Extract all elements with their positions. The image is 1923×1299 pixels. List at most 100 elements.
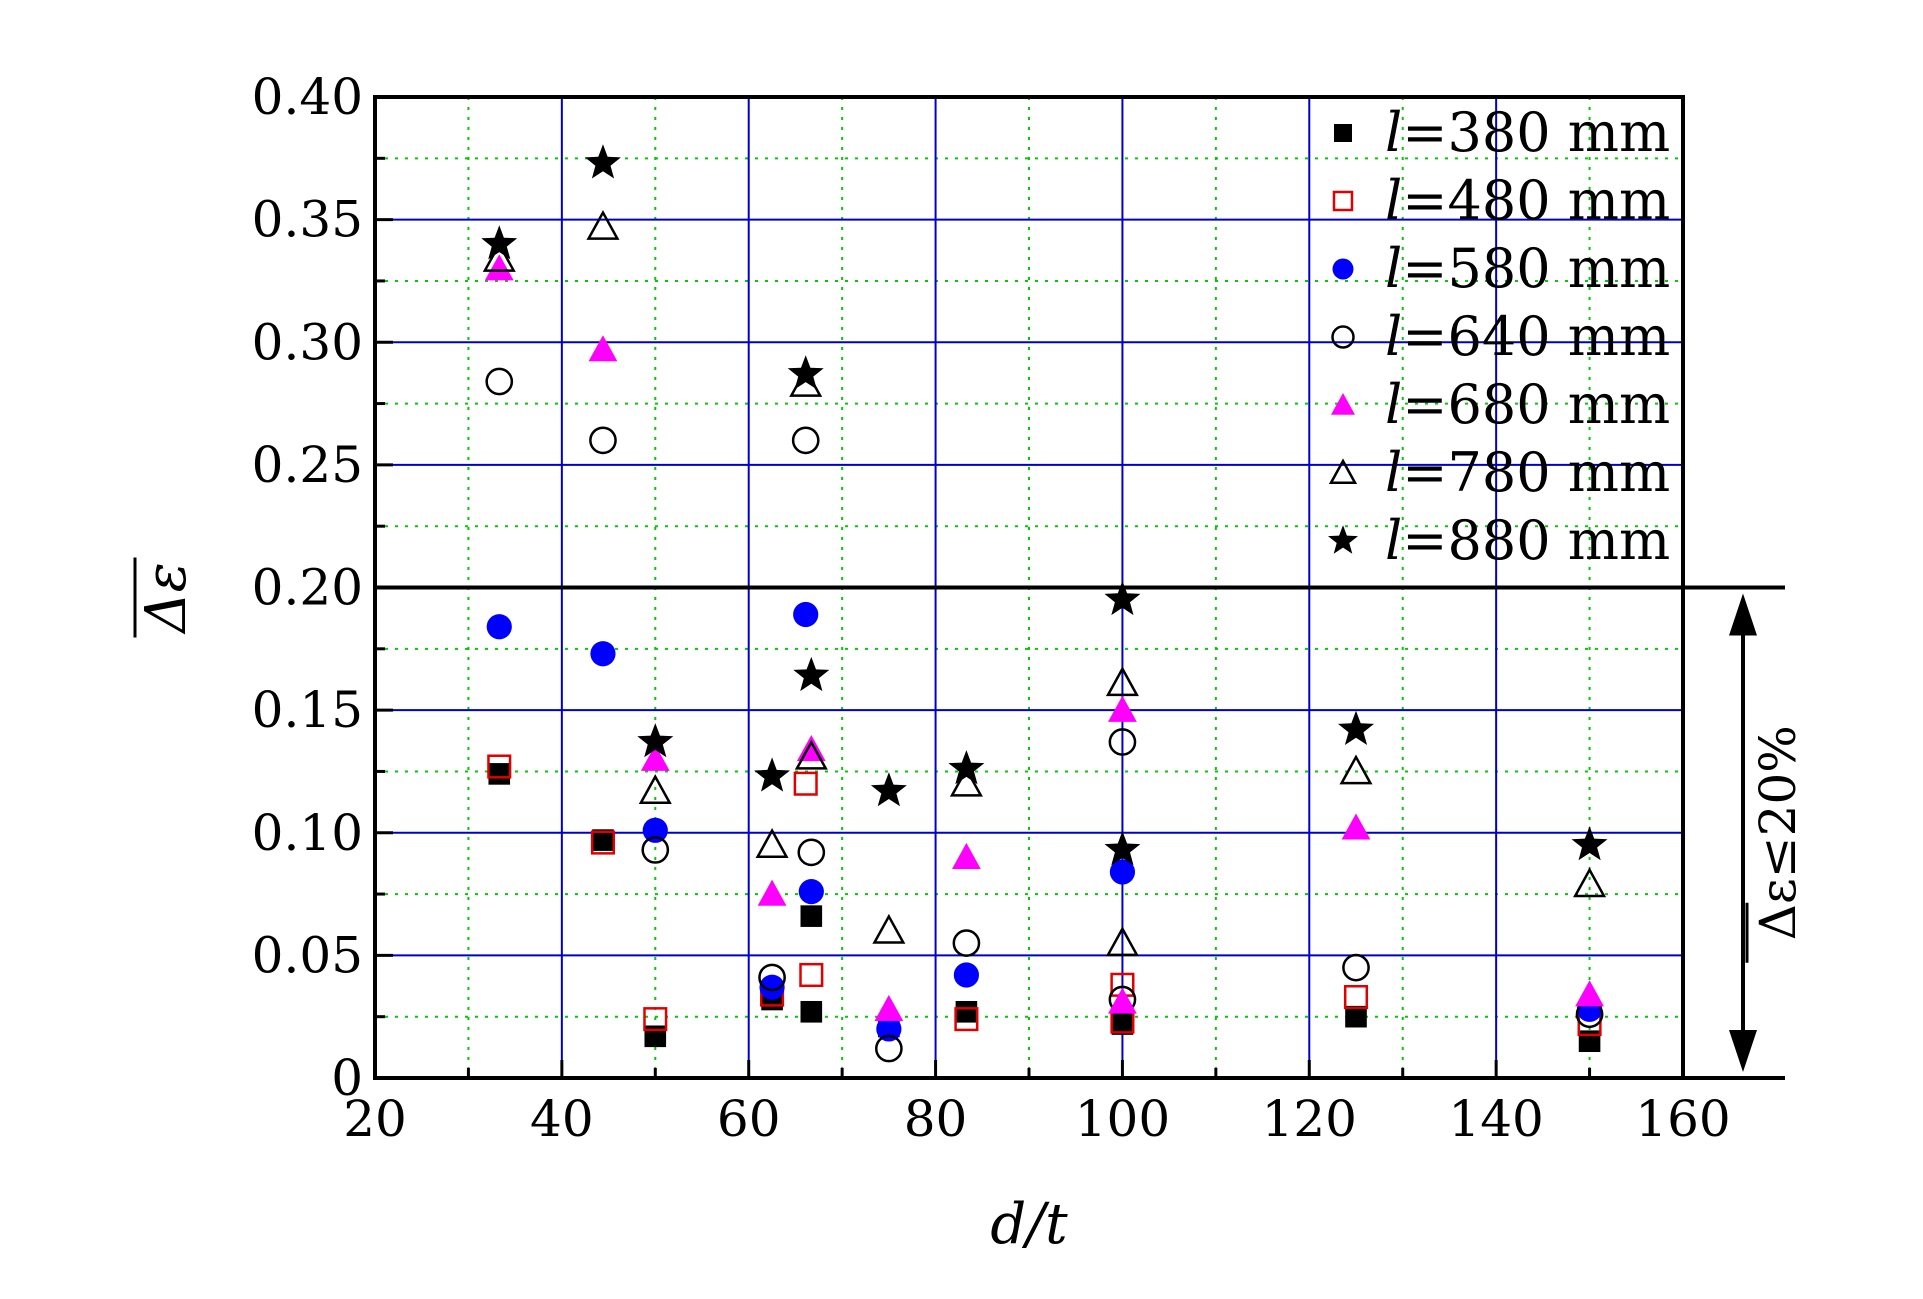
axis-ticks: [373, 95, 1685, 1080]
data-point: [1575, 980, 1604, 1007]
x-tick-label: 120: [1262, 1090, 1357, 1148]
series-l-480-mm: [487, 754, 1602, 1037]
data-point: [589, 426, 617, 455]
legend-marker: [1334, 124, 1352, 142]
x-tick-label: 100: [1075, 1090, 1170, 1148]
data-point: [799, 962, 824, 988]
y-tick-label: 0.25: [252, 436, 363, 494]
data-point: [874, 994, 904, 1022]
legend: l=380 mml=480 mml=580 mml=640 mml=680 mm…: [1328, 101, 1670, 572]
y-tick-label: 0.35: [252, 191, 363, 249]
legend-label: l=680 mm: [1385, 373, 1670, 436]
x-tick-label: 80: [904, 1090, 968, 1148]
data-point: [1105, 926, 1139, 957]
data-point: [1104, 580, 1141, 616]
data-point: [1573, 867, 1607, 898]
data-point: [1105, 666, 1139, 697]
data-point: [638, 774, 672, 805]
data-point: [1342, 953, 1370, 982]
legend-marker: [1332, 258, 1354, 280]
series-l-680-mm: [484, 254, 1604, 1022]
data-point: [954, 1007, 979, 1032]
data-point: [640, 744, 670, 771]
threshold-annotation: Δε≤20%: [375, 585, 1807, 1080]
data-point: [485, 367, 514, 396]
data-point: [1104, 831, 1141, 866]
data-point: [948, 750, 985, 785]
data-point: [585, 144, 621, 179]
x-tick-label: 140: [1448, 1090, 1543, 1148]
data-point: [955, 1000, 978, 1023]
data-point: [949, 766, 983, 797]
data-point: [1109, 859, 1136, 885]
data-points: [481, 144, 1608, 1063]
data-point: [1339, 754, 1373, 785]
data-point: [755, 828, 789, 858]
data-point: [643, 1007, 668, 1032]
data-point: [953, 962, 980, 988]
x-tick-label: 20: [343, 1090, 407, 1148]
x-tick-labels: 20 40 60 80 100 120 140 160: [343, 1090, 1731, 1148]
data-point: [791, 426, 820, 455]
data-point: [1571, 826, 1608, 861]
data-point: [793, 656, 830, 692]
data-point: [787, 355, 824, 390]
y-tick-label: 0.10: [252, 804, 363, 862]
legend-marker: [1328, 458, 1358, 484]
x-tick-label: 160: [1635, 1090, 1730, 1148]
major-grid: [375, 97, 1683, 1078]
data-point: [637, 723, 674, 758]
legend-marker: [1328, 525, 1358, 554]
data-point: [1338, 710, 1374, 745]
data-point: [796, 734, 826, 762]
y-tick-label: 0.30: [252, 313, 363, 371]
data-point: [754, 757, 790, 792]
data-point: [1111, 1013, 1134, 1035]
x-tick-label: 60: [717, 1090, 781, 1148]
data-point: [798, 879, 824, 905]
legend-label: l=880 mm: [1385, 509, 1670, 572]
data-point: [588, 335, 618, 362]
data-point: [797, 838, 826, 867]
x-axis-label: d/t: [990, 1192, 1068, 1257]
y-tick-labels: 0 0.05 0.10 0.15 0.20 0.25 0.30 0.35 0.40: [252, 68, 363, 1107]
y-tick-label: 0.05: [252, 926, 363, 984]
legend-marker: [1331, 325, 1355, 349]
data-point: [486, 614, 512, 640]
data-point: [487, 754, 512, 779]
data-point: [800, 1000, 823, 1023]
data-point: [641, 836, 670, 864]
series-l-780-mm: [482, 209, 1607, 957]
data-point: [1345, 1005, 1367, 1028]
legend-marker: [1332, 190, 1354, 212]
data-point: [586, 209, 620, 240]
legend-label: l=580 mm: [1385, 237, 1670, 300]
data-point: [793, 771, 818, 796]
data-point: [793, 601, 819, 628]
y-tick-label: 0.20: [252, 559, 363, 617]
data-point: [794, 739, 828, 770]
legend-label: l=640 mm: [1385, 305, 1670, 368]
legend-label: l=380 mm: [1385, 101, 1670, 164]
legend-label: l=480 mm: [1385, 169, 1670, 232]
y-axis-label-text: Δε: [134, 562, 199, 635]
x-tick-label: 40: [530, 1090, 594, 1148]
data-point: [876, 1016, 902, 1042]
threshold-label: Δε≤20%: [1749, 725, 1807, 940]
series-l-880-mm: [481, 144, 1608, 866]
legend-marker: [1331, 393, 1355, 415]
data-point: [484, 254, 514, 281]
y-tick-label: 0.15: [252, 681, 363, 739]
y-tick-label: 0: [331, 1049, 363, 1107]
data-point: [590, 641, 616, 667]
data-point: [481, 225, 518, 260]
data-point: [759, 974, 785, 1000]
data-point: [1108, 987, 1137, 1014]
data-point: [952, 842, 981, 869]
data-point: [482, 241, 516, 272]
data-point: [488, 763, 511, 785]
data-point: [592, 829, 614, 851]
data-point: [757, 879, 787, 906]
data-point: [952, 929, 981, 957]
data-point: [758, 963, 786, 992]
